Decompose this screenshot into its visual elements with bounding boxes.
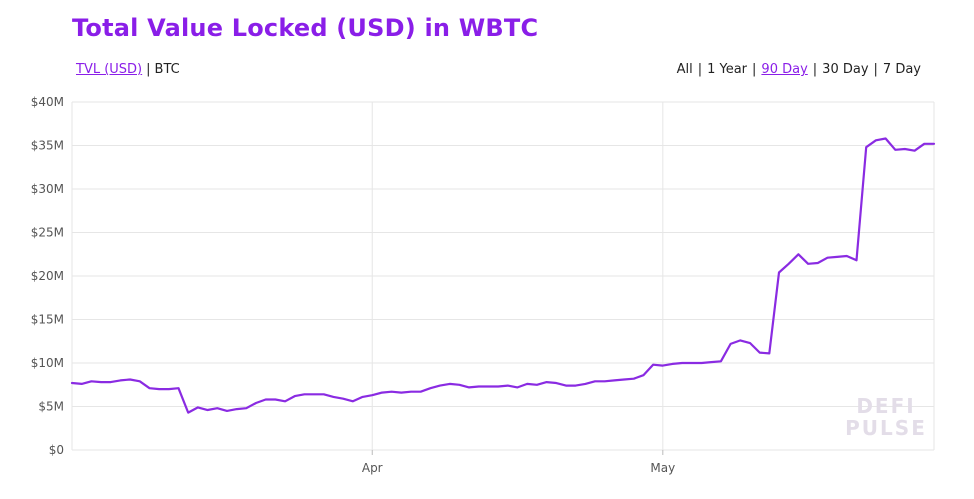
range-30-day[interactable]: 30 Day: [822, 62, 869, 77]
y-tick-label: $15M: [31, 313, 64, 327]
series-layer: [70, 137, 936, 414]
grid-lines: [71, 101, 935, 451]
range-separator: |: [752, 62, 757, 77]
y-axis: $0 $5M $10M $15M $20M $25M $30M $35M $40M: [31, 95, 64, 457]
range-separator: |: [697, 62, 703, 77]
y-tick-label: $20M: [31, 269, 64, 283]
y-tick-label: $0: [49, 443, 64, 457]
y-tick-label: $25M: [31, 226, 64, 240]
series-line-tvl: [70, 137, 936, 414]
x-axis: Apr May: [362, 450, 675, 475]
watermark-defi: DEFI: [856, 394, 915, 418]
y-tick-label: $5M: [38, 400, 64, 414]
range-selector: All | 1 Year | 90 Day | 30 Day | 7 Day: [677, 62, 921, 77]
range-90-day[interactable]: 90 Day: [761, 62, 808, 77]
x-tick-label: May: [650, 461, 675, 475]
y-tick-label: $30M: [31, 182, 64, 196]
range-separator: |: [873, 62, 878, 77]
range-7-day[interactable]: 7 Day: [882, 62, 921, 77]
y-tick-label: $10M: [31, 356, 64, 370]
range-separator: |: [812, 62, 818, 77]
y-tick-label: $35M: [31, 139, 64, 153]
chart-title: Total Value Locked (USD) in WBTC: [72, 14, 539, 42]
y-tick-label: $40M: [31, 95, 64, 109]
toggle-separator: |: [146, 62, 151, 77]
x-tick-label: Apr: [362, 461, 383, 475]
watermark-pulse: PULSE: [845, 416, 927, 440]
range-1-year[interactable]: 1 Year: [707, 62, 748, 77]
toggle-btc[interactable]: BTC: [154, 62, 180, 77]
unit-toggle: TVL (USD) | BTC: [76, 62, 180, 77]
toggle-tvl-usd[interactable]: TVL (USD): [76, 62, 143, 77]
range-all[interactable]: All: [676, 62, 693, 77]
